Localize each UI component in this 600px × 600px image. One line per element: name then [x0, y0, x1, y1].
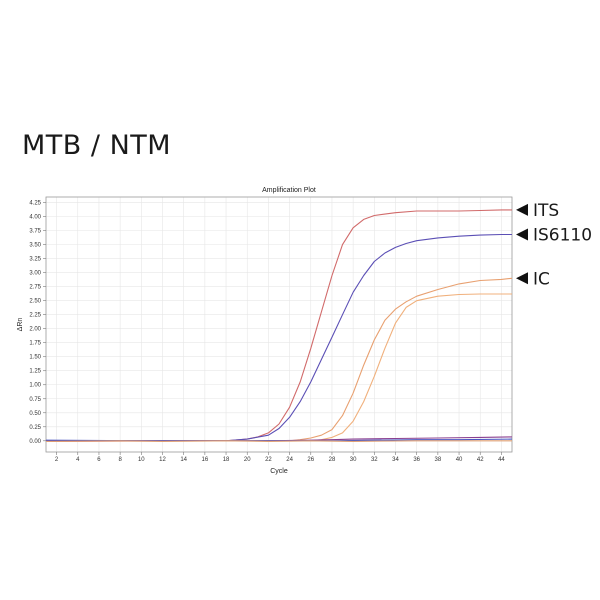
x-tick-label: 8 — [118, 457, 122, 463]
y-tick-label: 2.25 — [29, 313, 41, 319]
x-tick-label: 26 — [307, 457, 314, 463]
series-callouts: ITS IS6110 IC — [516, 201, 592, 289]
is6110-arrow-icon — [516, 228, 528, 241]
x-axis-title: Cycle — [270, 468, 288, 475]
y-tick-label: 0.00 — [29, 439, 41, 445]
y-tick-label: 3.25 — [29, 257, 41, 263]
y-tick-label: 1.00 — [29, 383, 41, 389]
y-tick-label: 4.00 — [29, 215, 41, 221]
x-tick-label: 34 — [392, 457, 399, 463]
y-tick-label: 3.75 — [29, 229, 41, 235]
x-tick-label: 18 — [223, 457, 230, 463]
ic-line — [46, 277, 513, 442]
plot-frame — [45, 196, 513, 453]
page-heading: MTB / NTM — [22, 130, 172, 161]
x-tick-label: 30 — [350, 457, 357, 463]
y-tick-label: 0.50 — [29, 411, 41, 417]
x-tick-label: 44 — [498, 457, 505, 463]
y-tick-label: 4.25 — [29, 201, 41, 207]
x-tick-label: 12 — [159, 457, 166, 463]
y-tick-label: 0.25 — [29, 425, 41, 431]
is6110-callout-label: IS6110 — [533, 226, 592, 246]
y-axis-ticks: 0.00 0.25 0.50 0.75 1.00 1.25 1.50 1.75 2.00 2.25… — [29, 201, 46, 445]
y-tick-label: 1.25 — [29, 369, 41, 375]
series-lines — [45, 209, 513, 442]
x-tick-label: 20 — [244, 457, 251, 463]
x-tick-label: 28 — [329, 457, 336, 463]
y-tick-label: 2.50 — [29, 299, 41, 305]
ic-callout-label: IC — [533, 269, 550, 289]
y-tick-label: 3.00 — [29, 271, 41, 277]
x-tick-label: 2 — [55, 457, 59, 463]
chart-title: Amplification Plot — [262, 187, 316, 194]
x-tick-label: 16 — [202, 457, 209, 463]
y-tick-label: 0.75 — [29, 397, 41, 403]
x-tick-label: 40 — [456, 457, 463, 463]
x-tick-label: 22 — [265, 457, 272, 463]
y-tick-label: 1.75 — [29, 341, 41, 347]
x-tick-label: 14 — [180, 457, 187, 463]
x-tick-label: 32 — [371, 457, 378, 463]
y-tick-label: 2.00 — [29, 327, 41, 333]
chart-grid — [46, 197, 512, 452]
series-4-line — [46, 293, 512, 442]
its-arrow-icon — [516, 203, 528, 216]
y-tick-label: 1.50 — [29, 355, 41, 361]
ic-arrow-icon — [516, 272, 528, 285]
x-tick-label: 4 — [76, 457, 80, 463]
x-tick-label: 42 — [477, 457, 484, 463]
its-line — [45, 209, 512, 442]
y-tick-label: 2.75 — [29, 285, 41, 291]
y-tick-label: 3.50 — [29, 243, 41, 249]
x-axis-ticks: 2 4 6 8 10 12 14 16 18 20 22 24 26 28 30 32 34 36 38 40 42 44 — [55, 452, 505, 463]
x-tick-label: 38 — [435, 457, 442, 463]
x-tick-label: 24 — [286, 457, 293, 463]
y-axis-title: ΔRn — [17, 318, 24, 332]
is6110-line — [46, 233, 512, 442]
x-tick-label: 10 — [138, 457, 145, 463]
x-tick-label: 6 — [97, 457, 101, 463]
x-tick-label: 36 — [413, 457, 420, 463]
series-7-line — [45, 440, 512, 442]
its-callout-label: ITS — [533, 201, 559, 221]
